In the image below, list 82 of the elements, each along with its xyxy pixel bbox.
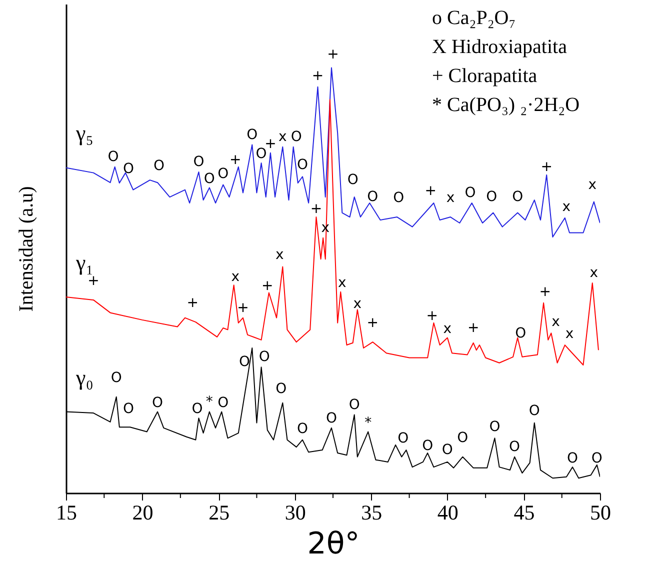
text: o Ca₂P₂O₇ (432, 7, 516, 29)
x-tick-label: 50 (590, 500, 611, 524)
annotation: + Clorapatita (432, 65, 538, 87)
annotation: x (353, 296, 362, 312)
annotation: O (528, 403, 540, 420)
annotation: O (152, 394, 164, 411)
annotation: x (231, 269, 240, 286)
annotation: * Ca(PO₃) ₂·2H₂O (432, 94, 580, 116)
annotation: O (204, 170, 215, 187)
annotation: O (367, 189, 378, 206)
x-tick-label: 20 (132, 500, 154, 524)
x-tick-label: 15 (56, 500, 77, 524)
x-tick-label: 45 (514, 500, 535, 524)
annotation: O (193, 154, 204, 170)
x-tick-label: 25 (208, 500, 230, 524)
annotation: O (218, 394, 229, 411)
x-tick-label: 30 (284, 500, 306, 524)
annotation: O (567, 450, 578, 466)
annotation: O (296, 420, 308, 437)
annotation: + (327, 46, 339, 63)
annotation: O (489, 419, 500, 436)
annotation: O (326, 410, 337, 426)
annotation: O (290, 128, 302, 145)
annotation: O (393, 190, 404, 206)
annotation: O (591, 450, 602, 466)
annotation: O (422, 438, 434, 454)
annotation: + (310, 201, 322, 218)
text: X Hidroxiapatita (432, 36, 568, 58)
x-axis-title: 2θ° (307, 526, 360, 562)
annotation: + (366, 315, 379, 332)
annotation: O (256, 146, 267, 162)
annotation: + (426, 308, 438, 324)
series-label: γ₀ (75, 364, 94, 390)
annotation: O (464, 184, 476, 201)
annotation: + (312, 68, 324, 84)
annotation: x (590, 264, 598, 281)
annotation: x (275, 247, 284, 264)
annotation: x (338, 275, 346, 292)
annotation: O (123, 400, 134, 417)
annotation: O (238, 354, 250, 370)
y-axis-title: Intensidad (a.u) (16, 186, 38, 312)
annotation: x (562, 198, 571, 215)
annotation: x (588, 176, 597, 193)
annotation: O (509, 439, 520, 456)
annotation: O (486, 189, 498, 206)
annotation: O (258, 349, 270, 366)
annotation: O (515, 325, 526, 342)
annotation: + (468, 320, 480, 336)
x-tick-label: 35 (361, 500, 382, 524)
annotation: O (108, 149, 119, 166)
annotation: + (262, 278, 274, 294)
annotation: O (296, 156, 308, 173)
annotation: O (192, 400, 203, 417)
series-label: γ₅ (75, 120, 94, 146)
annotation: + (424, 182, 437, 199)
x-tick-label: 40 (437, 500, 458, 524)
annotation: * (364, 414, 372, 431)
annotation: + (186, 295, 198, 312)
annotation: + (229, 152, 242, 168)
annotation: x (278, 128, 287, 145)
annotation: O (347, 172, 358, 188)
annotation: x (446, 190, 455, 206)
annotation: * (206, 394, 213, 410)
annotation: O (246, 127, 258, 144)
annotation: x (565, 326, 574, 342)
annotation: + (539, 284, 551, 300)
annotation: O (457, 430, 468, 446)
annotation: + (540, 158, 552, 175)
annotation: O (276, 380, 287, 397)
annotation: + (237, 300, 249, 316)
annotation: O (398, 430, 409, 446)
annotation: O (348, 397, 360, 414)
annotation: O (123, 161, 134, 178)
annotation: O (218, 166, 229, 182)
annotation: O (442, 442, 453, 458)
annotation: O (154, 158, 165, 174)
annotation: x (552, 314, 560, 330)
annotation: O (512, 189, 524, 206)
annotation: x (443, 321, 452, 337)
annotation: + (264, 136, 276, 152)
annotation: O (110, 370, 122, 386)
series-label: γ₁ (75, 250, 94, 275)
